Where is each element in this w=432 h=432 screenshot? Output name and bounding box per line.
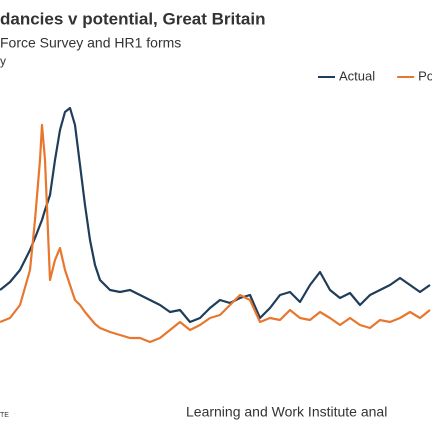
legend-label: Actual <box>339 68 375 83</box>
chart-title: dancies v potential, Great Britain <box>0 9 265 28</box>
chart-subtitle: Force Survey and HR1 forms <box>0 35 181 51</box>
footnote: TE <box>0 412 9 419</box>
y-label: y <box>0 54 6 68</box>
source: Learning and Work Institute anal <box>186 404 387 420</box>
legend-label: Potential <box>418 68 432 83</box>
line-actual <box>0 106 431 324</box>
line-potential <box>0 123 431 344</box>
